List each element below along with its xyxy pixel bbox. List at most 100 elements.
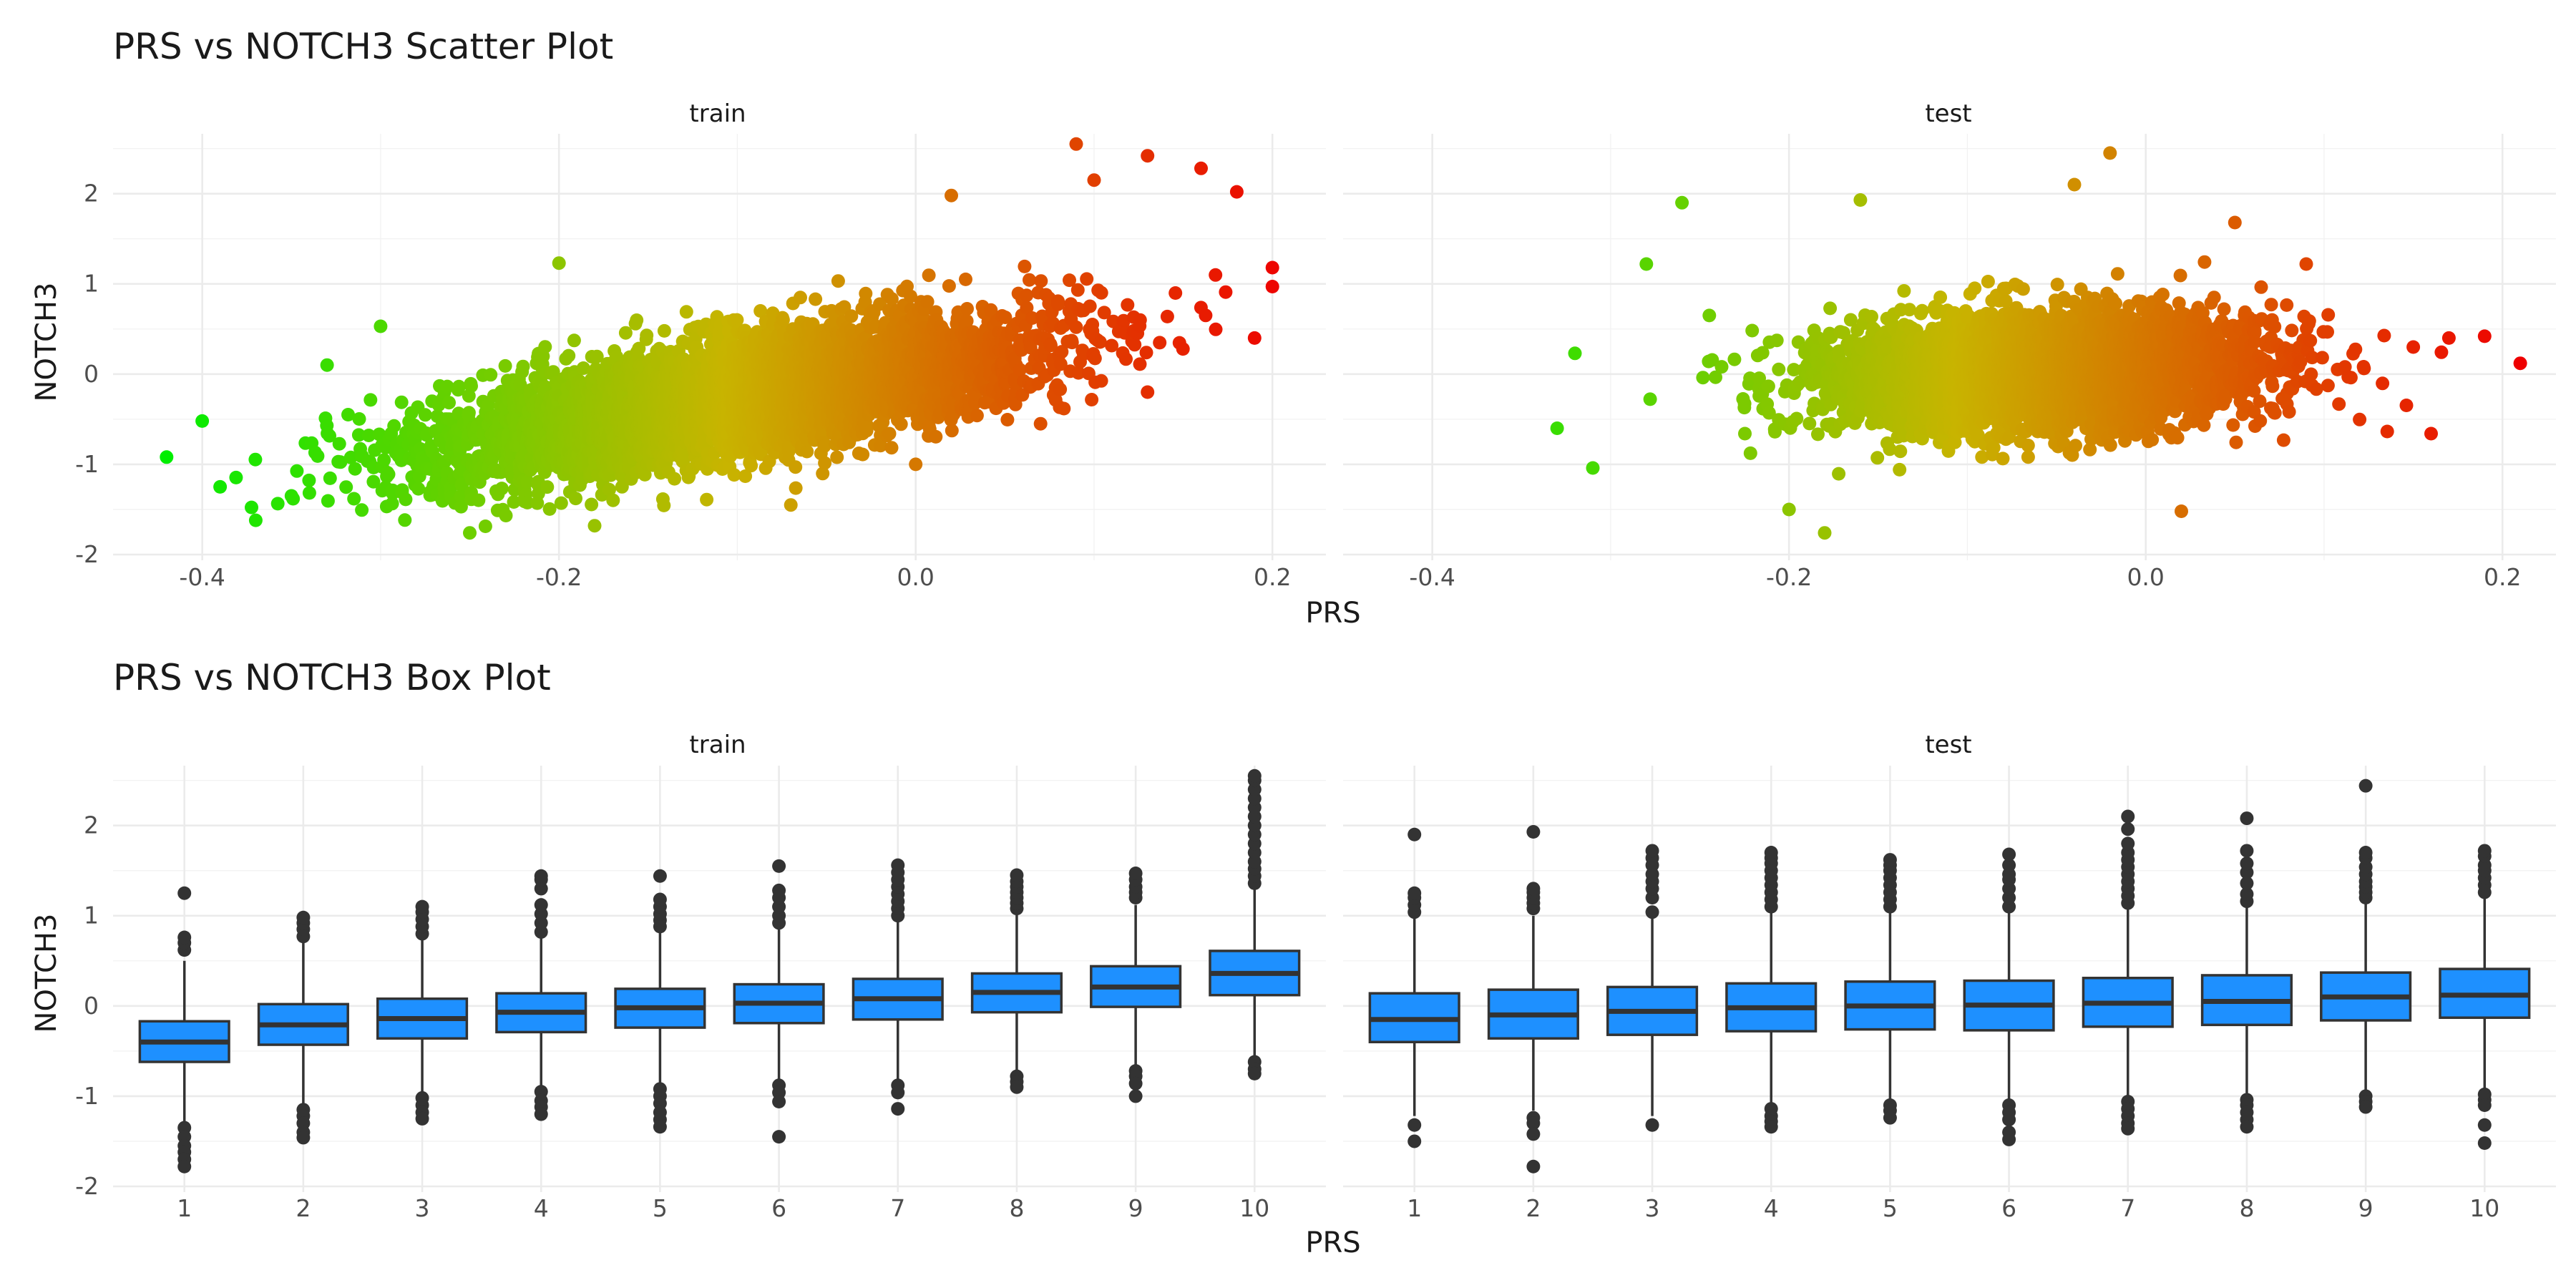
scatter-point (364, 393, 378, 407)
scatter-point (333, 455, 348, 469)
scatter-point (1643, 392, 1657, 406)
scatter-point (290, 464, 304, 478)
scatter-point (1761, 379, 1775, 394)
scatter-point (1057, 401, 1071, 416)
scatter-point (970, 409, 984, 423)
scatter-point (1893, 462, 1907, 477)
scatter-point (1169, 286, 1183, 300)
scatter-point (1080, 272, 1094, 286)
scatter-point (377, 453, 391, 467)
scatter-point (657, 498, 671, 512)
scatter-point (347, 492, 361, 506)
scatter-point (1823, 301, 1838, 316)
scatter-point (399, 492, 413, 507)
scatter-point (1738, 426, 1752, 441)
scatter-point (323, 429, 336, 443)
scatter-point (1772, 362, 1786, 376)
scatter-point (554, 496, 568, 510)
scatter-point (160, 450, 174, 464)
scatter-point (959, 272, 972, 286)
scatter-point (590, 349, 604, 364)
scatter-point (1020, 288, 1034, 303)
scatter-point (540, 480, 555, 494)
scatter-point (1743, 446, 1757, 460)
scatter-point (1265, 260, 1279, 275)
scatter-point (311, 449, 325, 463)
scatter-point (856, 447, 870, 462)
scatter-point (1033, 416, 1048, 431)
scatter-chart-title: PRS vs NOTCH3 Scatter Plot (113, 26, 613, 67)
scatter-point (1053, 382, 1068, 396)
scatter-point (744, 459, 758, 473)
scatter-point (1051, 294, 1065, 308)
scatter-point (538, 340, 552, 354)
scatter-point (1141, 385, 1155, 399)
scatter-point (884, 292, 899, 306)
scatter-point (472, 493, 486, 507)
scatter-point (323, 471, 337, 485)
scatter-point (1209, 268, 1223, 282)
scatter-point (606, 493, 620, 507)
scatter-point (1550, 421, 1564, 435)
scatter-point (1865, 310, 1878, 323)
scatter-point (1139, 346, 1153, 360)
scatter-point (339, 480, 353, 494)
scatter-point (321, 494, 335, 508)
scatter-point (945, 188, 958, 203)
scatter-point (602, 482, 616, 497)
scatter-point (374, 319, 388, 333)
scatter-point (1568, 346, 1582, 361)
scatter-point (929, 429, 943, 444)
scatter-point (818, 456, 832, 470)
scatter-point (1675, 195, 1689, 210)
scatter-point (789, 481, 803, 495)
scatter-point (945, 424, 959, 438)
scatter-point (1153, 336, 1167, 350)
scatter-point (1229, 185, 1244, 199)
scatter-point (546, 365, 560, 379)
scatter-point (1265, 280, 1279, 293)
scatter-point (1818, 526, 1832, 540)
scatter-point (1133, 313, 1147, 327)
scatter-point (640, 328, 654, 343)
scatter-point (700, 492, 714, 507)
scatter-point (1727, 352, 1742, 366)
scatter-point (499, 509, 513, 522)
scatter-point (859, 286, 873, 301)
scatter-point (1069, 137, 1083, 151)
scatter-point (1176, 342, 1190, 356)
scatter-point (1094, 286, 1108, 300)
scatter-point (1000, 413, 1015, 426)
scatter-point (1870, 451, 1885, 465)
scatter-point (385, 497, 399, 511)
scatter-point (1219, 285, 1233, 299)
scatter-point (516, 359, 530, 374)
scatter-point (1639, 257, 1654, 271)
scatter-point (1696, 371, 1710, 385)
scatter-point (1737, 396, 1752, 411)
scatter-point (1121, 298, 1135, 312)
scatter-point (859, 424, 874, 438)
scatter-point (452, 379, 466, 394)
scatter-point (1199, 308, 1213, 323)
scatter-point (1790, 411, 1804, 426)
scatter-point (381, 467, 396, 482)
scatter-point (562, 348, 576, 363)
scatter-point (1069, 320, 1083, 334)
scatter-point (618, 326, 633, 340)
scatter-point (894, 417, 908, 431)
scatter-point (361, 429, 376, 442)
scatter-point (1897, 284, 1911, 298)
scatter-point (302, 473, 316, 487)
scatter-point (1094, 374, 1108, 388)
scatter-point (1141, 149, 1155, 163)
scatter-point (1133, 357, 1147, 371)
scatter-point (576, 361, 590, 375)
scatter-point (789, 460, 803, 474)
scatter-point (960, 302, 974, 316)
scatter-point (494, 482, 509, 496)
scatter-point (1119, 352, 1133, 366)
scatter-point (1070, 283, 1085, 297)
scatter-point (440, 379, 454, 394)
scatter-point (394, 395, 409, 409)
